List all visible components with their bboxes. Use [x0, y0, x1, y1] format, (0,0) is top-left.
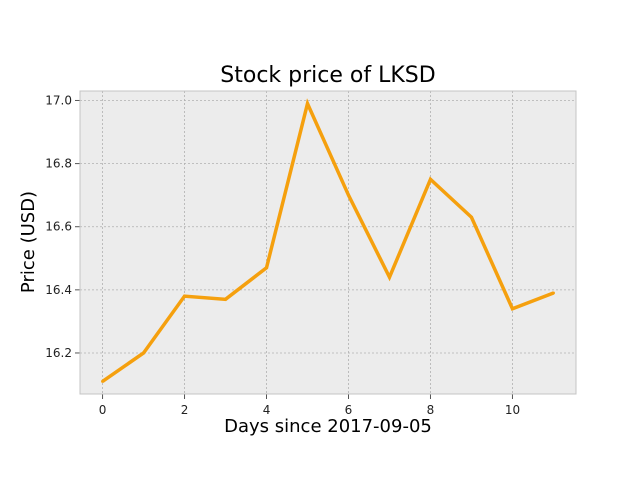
data-point — [469, 215, 473, 219]
data-point — [551, 291, 555, 295]
data-point — [142, 351, 146, 355]
data-point — [101, 379, 105, 383]
data-point — [428, 177, 432, 181]
y-axis-label: Price (USD) — [18, 191, 39, 293]
x-tick-label: 0 — [99, 403, 107, 417]
x-tick-label: 2 — [181, 403, 189, 417]
y-tick-label: 16.6 — [45, 220, 72, 234]
data-point — [265, 266, 269, 270]
plot-frame — [79, 90, 577, 395]
y-tick-label: 16.4 — [45, 283, 72, 297]
y-tick-label: 16.2 — [45, 346, 72, 360]
y-tick-label: 17.0 — [45, 93, 72, 107]
data-point — [387, 275, 391, 279]
x-tick-label: 8 — [427, 403, 435, 417]
data-point — [224, 297, 228, 301]
x-tick-label: 10 — [505, 403, 520, 417]
data-point — [346, 193, 350, 197]
series-line — [101, 98, 555, 383]
data-point — [306, 102, 310, 106]
grid-lines — [80, 91, 576, 394]
plot-area — [80, 91, 576, 394]
data-point — [183, 294, 187, 298]
x-tick-label: 4 — [263, 403, 271, 417]
series-layer — [101, 98, 555, 383]
x-axis-label: Days since 2017-09-05 — [224, 416, 432, 437]
data-point — [510, 307, 514, 311]
y-tick-label: 16.8 — [45, 157, 72, 171]
chart-title: Stock price of LKSD — [220, 63, 435, 88]
axis-ticks: 0 2 4 6 8 10 16.2 16.4 16.6 16.8 17.0 — [45, 93, 520, 417]
x-tick-label: 6 — [345, 403, 353, 417]
